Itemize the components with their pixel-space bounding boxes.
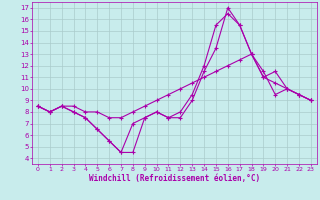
X-axis label: Windchill (Refroidissement éolien,°C): Windchill (Refroidissement éolien,°C) [89, 174, 260, 183]
